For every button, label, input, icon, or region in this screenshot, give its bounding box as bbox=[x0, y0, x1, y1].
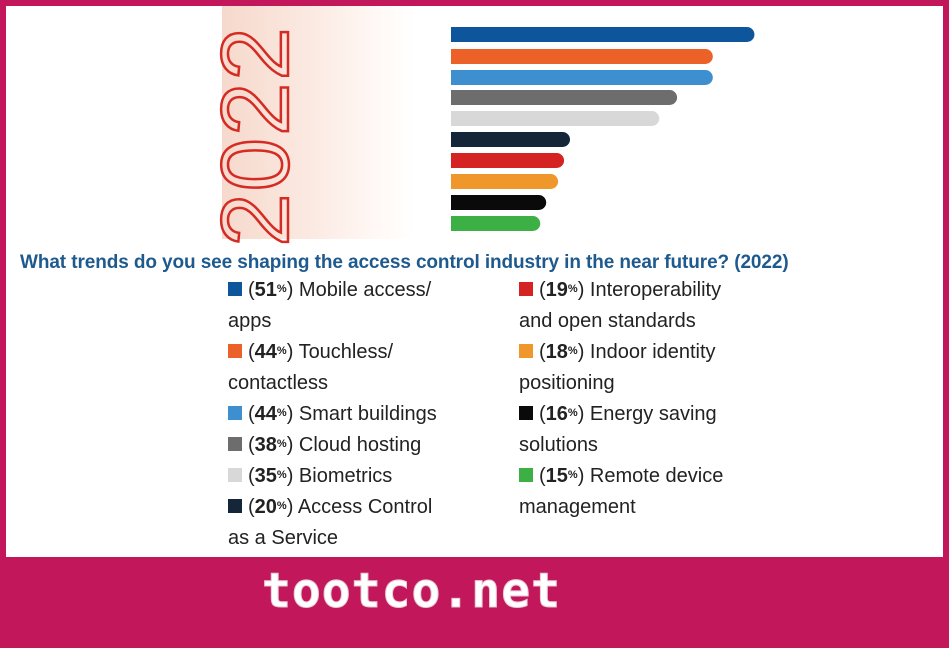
watermark-logo: tootco.net bbox=[262, 563, 561, 620]
legend-label: Indoor identity bbox=[589, 341, 716, 363]
legend-item: (35%) Biometrics bbox=[228, 460, 392, 492]
bar-mobile-access bbox=[451, 27, 755, 42]
legend-swatch bbox=[519, 406, 533, 420]
legend-value: 51 bbox=[254, 279, 277, 301]
legend-label: Energy saving bbox=[589, 403, 717, 425]
chart-title: What trends do you see shaping the acces… bbox=[20, 252, 789, 273]
legend-item: (19%) Interoperability and open standards bbox=[519, 279, 722, 332]
legend-label-cont: as a Service bbox=[228, 527, 339, 549]
bar-smart-buildings bbox=[451, 70, 713, 85]
legend-swatch bbox=[228, 437, 242, 451]
legend-label: Touchless/ bbox=[298, 341, 394, 363]
legend-item: (44%) Smart buildings bbox=[228, 398, 437, 430]
legend-item: (51%) Mobile access/apps bbox=[228, 279, 432, 332]
legend-value: 19 bbox=[545, 279, 568, 301]
legend-swatch bbox=[228, 499, 242, 513]
legend-label-cont: contactless bbox=[228, 372, 329, 394]
legend-item: (16%) Energy saving solutions bbox=[519, 403, 717, 456]
legend-swatch bbox=[228, 468, 242, 482]
bar-access-control bbox=[451, 132, 571, 147]
bar-remote-device bbox=[451, 216, 541, 231]
chart-frame: 2022 What trends do you see shaping the … bbox=[6, 6, 943, 557]
legend-label: Mobile access/ bbox=[298, 279, 432, 301]
legend-label-cont: positioning bbox=[519, 372, 615, 394]
legend-label-cont: and open standards bbox=[519, 310, 696, 332]
legend-label: Access Control bbox=[297, 496, 433, 518]
legend-value: 35 bbox=[254, 465, 277, 487]
bar-cloud-hosting bbox=[451, 90, 678, 105]
legend-value: 44 bbox=[254, 403, 277, 425]
bar-interoperability bbox=[451, 153, 565, 168]
legend-label: Biometrics bbox=[298, 465, 393, 487]
legend-item: (18%) Indoor identity positioning bbox=[519, 341, 716, 394]
legend-label-cont: solutions bbox=[519, 434, 598, 456]
legend-swatch bbox=[519, 282, 533, 296]
bar-chart bbox=[451, 27, 755, 231]
legend-label: Smart buildings bbox=[298, 403, 437, 425]
legend-label: Cloud hosting bbox=[298, 434, 422, 456]
legend-swatch bbox=[228, 406, 242, 420]
legend-value: 38 bbox=[254, 434, 277, 456]
legend-item: (44%) Touchless/contactless bbox=[228, 341, 394, 394]
bar-indoor-identity bbox=[451, 174, 559, 189]
year-panel bbox=[222, 6, 414, 239]
legend-item: (20%) Access Control as a Service bbox=[228, 496, 433, 549]
legend-label-cont: apps bbox=[228, 310, 272, 332]
legend-swatch bbox=[228, 282, 242, 296]
bar-biometrics bbox=[451, 111, 660, 126]
legend-value: 44 bbox=[254, 341, 277, 363]
legend-value: 18 bbox=[545, 341, 568, 363]
legend-value: 15 bbox=[545, 465, 568, 487]
legend-label: Remote device bbox=[589, 465, 724, 487]
legend-value: 16 bbox=[545, 403, 568, 425]
legend-swatch bbox=[228, 344, 242, 358]
legend-value: 20 bbox=[254, 496, 277, 518]
legend-label-cont: management bbox=[519, 496, 636, 518]
legend-label: Interoperability bbox=[589, 279, 722, 301]
legend-swatch bbox=[519, 468, 533, 482]
legend-swatch bbox=[519, 344, 533, 358]
bar-energy-saving bbox=[451, 195, 547, 210]
legend-item: (15%) Remote device management bbox=[519, 465, 724, 518]
bar-touchless bbox=[451, 49, 713, 64]
legend-item: (38%) Cloud hosting bbox=[228, 429, 421, 461]
